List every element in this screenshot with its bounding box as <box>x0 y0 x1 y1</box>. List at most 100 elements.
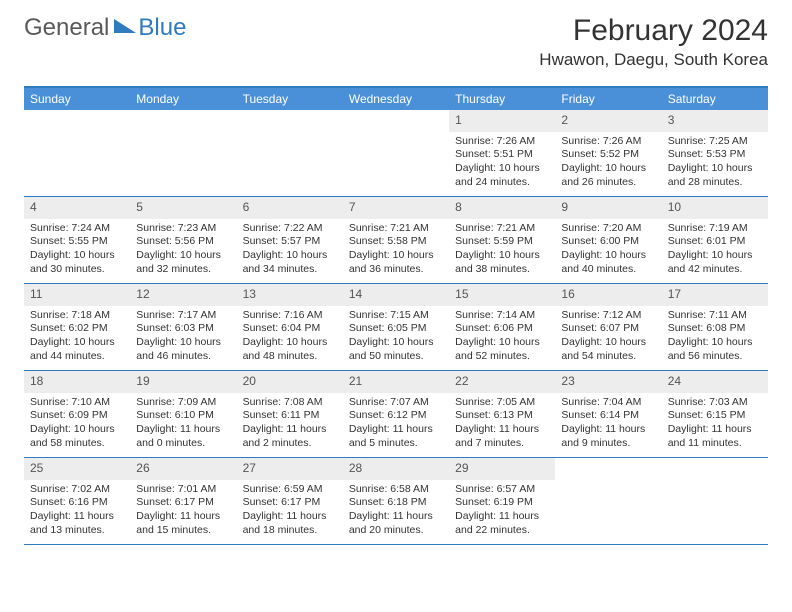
day-cell: 24Sunrise: 7:03 AMSunset: 6:15 PMDayligh… <box>662 371 768 457</box>
daylight-text: Daylight: 10 hours <box>136 336 230 350</box>
daylight-text: Daylight: 10 hours <box>455 336 549 350</box>
daylight-text: and 38 minutes. <box>455 263 549 277</box>
daylight-text: and 18 minutes. <box>243 524 337 538</box>
day-number: 22 <box>449 371 555 393</box>
day-number: 21 <box>343 371 449 393</box>
day-body: Sunrise: 6:59 AMSunset: 6:17 PMDaylight:… <box>237 480 343 543</box>
day-number: 13 <box>237 284 343 306</box>
sunset-text: Sunset: 6:15 PM <box>668 409 762 423</box>
day-body: Sunrise: 7:20 AMSunset: 6:00 PMDaylight:… <box>555 219 661 282</box>
sunset-text: Sunset: 6:12 PM <box>349 409 443 423</box>
sunset-text: Sunset: 5:57 PM <box>243 235 337 249</box>
week-row: 18Sunrise: 7:10 AMSunset: 6:09 PMDayligh… <box>24 371 768 458</box>
day-body: Sunrise: 7:26 AMSunset: 5:52 PMDaylight:… <box>555 132 661 195</box>
sunset-text: Sunset: 6:08 PM <box>668 322 762 336</box>
sunset-text: Sunset: 6:06 PM <box>455 322 549 336</box>
day-number: 12 <box>130 284 236 306</box>
sunset-text: Sunset: 6:01 PM <box>668 235 762 249</box>
sunrise-text: Sunrise: 7:08 AM <box>243 396 337 410</box>
day-number: 16 <box>555 284 661 306</box>
daylight-text: Daylight: 10 hours <box>668 336 762 350</box>
sunset-text: Sunset: 5:58 PM <box>349 235 443 249</box>
daylight-text: and 20 minutes. <box>349 524 443 538</box>
daylight-text: and 30 minutes. <box>30 263 124 277</box>
daylight-text: Daylight: 10 hours <box>30 423 124 437</box>
day-cell: 11Sunrise: 7:18 AMSunset: 6:02 PMDayligh… <box>24 284 130 370</box>
sunrise-text: Sunrise: 7:26 AM <box>561 135 655 149</box>
calendar: SundayMondayTuesdayWednesdayThursdayFrid… <box>24 86 768 545</box>
daylight-text: Daylight: 11 hours <box>455 510 549 524</box>
sunrise-text: Sunrise: 7:25 AM <box>668 135 762 149</box>
weekday-header: Tuesday <box>237 88 343 110</box>
sunrise-text: Sunrise: 7:11 AM <box>668 309 762 323</box>
sunrise-text: Sunrise: 7:04 AM <box>561 396 655 410</box>
daylight-text: Daylight: 11 hours <box>455 423 549 437</box>
day-number: 29 <box>449 458 555 480</box>
sunrise-text: Sunrise: 7:24 AM <box>30 222 124 236</box>
day-cell <box>237 110 343 196</box>
sunrise-text: Sunrise: 7:03 AM <box>668 396 762 410</box>
day-number: 19 <box>130 371 236 393</box>
day-number <box>130 110 236 132</box>
daylight-text: Daylight: 10 hours <box>455 162 549 176</box>
logo: General Blue <box>24 14 186 42</box>
day-cell: 20Sunrise: 7:08 AMSunset: 6:11 PMDayligh… <box>237 371 343 457</box>
sunrise-text: Sunrise: 6:59 AM <box>243 483 337 497</box>
weekday-header: Wednesday <box>343 88 449 110</box>
daylight-text: and 13 minutes. <box>30 524 124 538</box>
sunrise-text: Sunrise: 7:15 AM <box>349 309 443 323</box>
day-number: 3 <box>662 110 768 132</box>
sunset-text: Sunset: 6:07 PM <box>561 322 655 336</box>
location: Hwawon, Daegu, South Korea <box>539 50 768 70</box>
day-body: Sunrise: 7:07 AMSunset: 6:12 PMDaylight:… <box>343 393 449 456</box>
daylight-text: Daylight: 11 hours <box>561 423 655 437</box>
daylight-text: and 34 minutes. <box>243 263 337 277</box>
daylight-text: Daylight: 10 hours <box>243 249 337 263</box>
day-cell: 7Sunrise: 7:21 AMSunset: 5:58 PMDaylight… <box>343 197 449 283</box>
day-body: Sunrise: 7:17 AMSunset: 6:03 PMDaylight:… <box>130 306 236 369</box>
day-body: Sunrise: 7:19 AMSunset: 6:01 PMDaylight:… <box>662 219 768 282</box>
sunset-text: Sunset: 6:18 PM <box>349 496 443 510</box>
day-number: 2 <box>555 110 661 132</box>
daylight-text: and 0 minutes. <box>136 437 230 451</box>
day-body: Sunrise: 7:11 AMSunset: 6:08 PMDaylight:… <box>662 306 768 369</box>
sunset-text: Sunset: 6:13 PM <box>455 409 549 423</box>
sunrise-text: Sunrise: 7:19 AM <box>668 222 762 236</box>
day-number <box>24 110 130 132</box>
sunset-text: Sunset: 6:00 PM <box>561 235 655 249</box>
sunrise-text: Sunrise: 7:18 AM <box>30 309 124 323</box>
sunset-text: Sunset: 6:16 PM <box>30 496 124 510</box>
daylight-text: Daylight: 11 hours <box>136 510 230 524</box>
daylight-text: and 15 minutes. <box>136 524 230 538</box>
day-number: 26 <box>130 458 236 480</box>
day-cell: 21Sunrise: 7:07 AMSunset: 6:12 PMDayligh… <box>343 371 449 457</box>
day-number <box>662 458 768 480</box>
day-cell: 14Sunrise: 7:15 AMSunset: 6:05 PMDayligh… <box>343 284 449 370</box>
sunrise-text: Sunrise: 7:10 AM <box>30 396 124 410</box>
daylight-text: Daylight: 11 hours <box>136 423 230 437</box>
sunset-text: Sunset: 6:17 PM <box>243 496 337 510</box>
day-cell: 17Sunrise: 7:11 AMSunset: 6:08 PMDayligh… <box>662 284 768 370</box>
weekday-header: Monday <box>130 88 236 110</box>
day-cell <box>24 110 130 196</box>
sunrise-text: Sunrise: 7:26 AM <box>455 135 549 149</box>
day-cell: 5Sunrise: 7:23 AMSunset: 5:56 PMDaylight… <box>130 197 236 283</box>
sunset-text: Sunset: 6:11 PM <box>243 409 337 423</box>
day-number: 25 <box>24 458 130 480</box>
sunset-text: Sunset: 6:05 PM <box>349 322 443 336</box>
day-cell: 3 Sunrise: 7:25 AMSunset: 5:53 PMDaylight… <box>662 110 768 196</box>
sunrise-text: Sunrise: 7:01 AM <box>136 483 230 497</box>
daylight-text: Daylight: 10 hours <box>30 336 124 350</box>
daylight-text: Daylight: 10 hours <box>668 162 762 176</box>
sunrise-text: Sunrise: 7:17 AM <box>136 309 230 323</box>
day-number: 14 <box>343 284 449 306</box>
day-number: 20 <box>237 371 343 393</box>
sunset-text: Sunset: 6:17 PM <box>136 496 230 510</box>
day-body: Sunrise: 7:03 AMSunset: 6:15 PMDaylight:… <box>662 393 768 456</box>
sunset-text: Sunset: 6:19 PM <box>455 496 549 510</box>
day-body: Sunrise: 7:10 AMSunset: 6:09 PMDaylight:… <box>24 393 130 456</box>
daylight-text: Daylight: 10 hours <box>349 249 443 263</box>
weekday-header: Saturday <box>662 88 768 110</box>
sunrise-text: Sunrise: 7:05 AM <box>455 396 549 410</box>
sunset-text: Sunset: 5:53 PM <box>668 148 762 162</box>
